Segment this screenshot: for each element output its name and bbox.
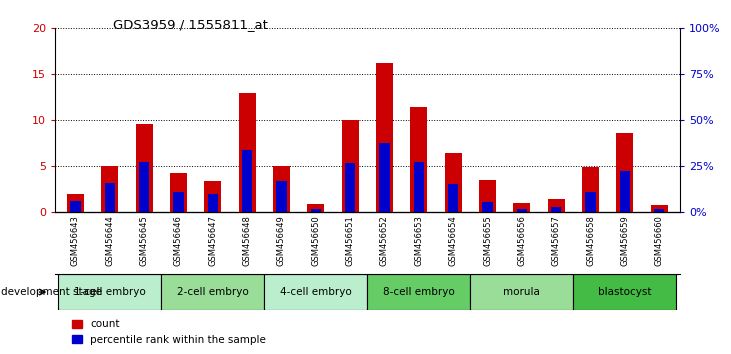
Bar [204, 181, 221, 212]
Bar [620, 171, 630, 212]
Text: GSM456643: GSM456643 [71, 215, 80, 266]
Text: GSM456660: GSM456660 [655, 215, 664, 266]
Bar [616, 133, 634, 212]
Text: GSM456649: GSM456649 [277, 215, 286, 266]
Bar [276, 181, 287, 212]
Bar [517, 209, 527, 212]
Bar [573, 274, 676, 310]
Bar [307, 204, 325, 212]
Bar [470, 274, 573, 310]
Text: 1-cell embryo: 1-cell embryo [74, 287, 145, 297]
Bar [654, 209, 664, 212]
Bar [548, 199, 565, 212]
Bar [105, 183, 115, 212]
Bar [345, 163, 355, 212]
Text: GSM456644: GSM456644 [105, 215, 114, 266]
Bar [482, 202, 493, 212]
Text: 2-cell embryo: 2-cell embryo [177, 287, 249, 297]
Bar [551, 207, 561, 212]
Bar [376, 63, 393, 212]
Bar [208, 194, 218, 212]
Text: morula: morula [504, 287, 540, 297]
Bar [444, 154, 462, 212]
Text: GSM456656: GSM456656 [518, 215, 526, 266]
Bar [311, 209, 321, 212]
Bar [101, 166, 118, 212]
Bar [265, 274, 367, 310]
Bar [273, 166, 290, 212]
Bar [586, 192, 596, 212]
Bar [238, 93, 256, 212]
Bar [58, 274, 162, 310]
Text: GSM456651: GSM456651 [346, 215, 355, 266]
Text: GSM456653: GSM456653 [414, 215, 423, 266]
Bar [341, 120, 359, 212]
Text: GSM456652: GSM456652 [380, 215, 389, 266]
Text: GSM456659: GSM456659 [621, 215, 629, 266]
Text: 8-cell embryo: 8-cell embryo [383, 287, 455, 297]
Text: development stage: development stage [1, 287, 102, 297]
Text: GSM456647: GSM456647 [208, 215, 217, 266]
Text: GSM456658: GSM456658 [586, 215, 595, 266]
Bar [367, 274, 470, 310]
Bar [651, 205, 668, 212]
Bar [379, 143, 390, 212]
Bar [70, 201, 80, 212]
Bar [479, 180, 496, 212]
Bar [582, 167, 599, 212]
Text: GSM456657: GSM456657 [552, 215, 561, 266]
Text: GSM456654: GSM456654 [449, 215, 458, 266]
Bar [139, 162, 149, 212]
Bar [162, 274, 265, 310]
Text: GSM456645: GSM456645 [140, 215, 148, 266]
Text: GSM456655: GSM456655 [483, 215, 492, 266]
Bar [67, 194, 84, 212]
Text: GDS3959 / 1555811_at: GDS3959 / 1555811_at [113, 18, 268, 31]
Bar [410, 108, 428, 212]
Legend: count, percentile rank within the sample: count, percentile rank within the sample [67, 315, 270, 349]
Bar [135, 124, 153, 212]
Text: GSM456646: GSM456646 [174, 215, 183, 266]
Bar [414, 162, 424, 212]
Bar [242, 150, 252, 212]
Bar [173, 192, 183, 212]
Text: 4-cell embryo: 4-cell embryo [280, 287, 352, 297]
Bar [170, 173, 187, 212]
Bar [448, 184, 458, 212]
Bar [513, 203, 531, 212]
Text: GSM456648: GSM456648 [243, 215, 251, 266]
Text: blastocyst: blastocyst [598, 287, 651, 297]
Text: GSM456650: GSM456650 [311, 215, 320, 266]
